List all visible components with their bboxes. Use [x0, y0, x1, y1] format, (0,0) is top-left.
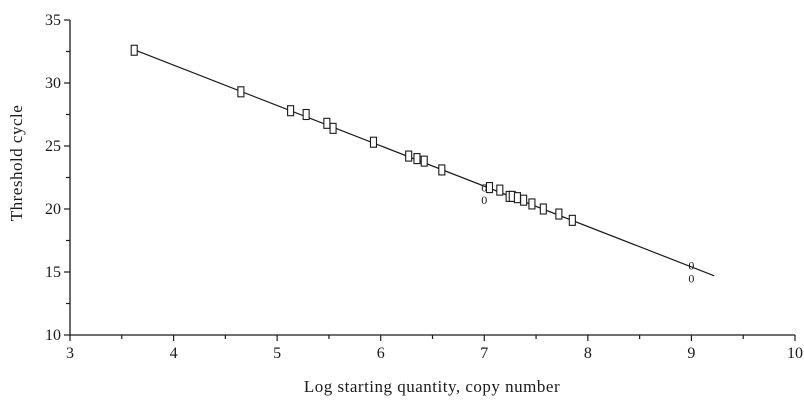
x-tick-label: 3	[66, 345, 74, 362]
standard-point	[568, 214, 576, 226]
standard-point	[329, 122, 337, 134]
standard-point	[513, 192, 521, 204]
standard-point	[555, 208, 563, 220]
x-axis-ticks: 3 4 5 6 7 8 9 10	[66, 335, 803, 362]
standard-point	[438, 164, 446, 176]
y-tick-label: 25	[45, 138, 61, 155]
x-tick-label: 6	[377, 345, 385, 362]
y-tick-label: 10	[45, 327, 61, 344]
y-axis-ticks: 10 15 20 25 30 35	[45, 12, 70, 344]
x-tick-label: 9	[687, 345, 695, 362]
standard-point	[323, 117, 331, 129]
y-axis-title: Threshold cycle	[7, 105, 26, 222]
standard-point	[496, 184, 504, 196]
x-tick-label: 8	[584, 345, 592, 362]
standard-point	[485, 182, 494, 194]
unknown-point: 0	[481, 193, 487, 207]
x-tick-label: 10	[787, 345, 803, 362]
standard-point	[405, 150, 413, 162]
x-tick-label: 5	[273, 345, 281, 362]
standard-point	[420, 155, 428, 167]
x-tick-label: 7	[480, 345, 488, 362]
standard-point	[130, 44, 138, 56]
x-axis-title: Log starting quantity, copy number	[304, 377, 560, 396]
y-tick-label: 15	[45, 264, 61, 281]
x-tick-label: 4	[170, 345, 178, 362]
standard-point	[520, 194, 528, 206]
standard-point	[539, 203, 547, 215]
standard-point	[237, 86, 245, 98]
unknown-point: 0	[481, 181, 487, 195]
y-tick-label: 35	[45, 12, 61, 29]
standard-point	[287, 105, 295, 117]
standard-point	[413, 153, 421, 165]
standard-point	[528, 198, 536, 210]
unknown-point: 0	[688, 271, 694, 285]
standard-point	[369, 136, 378, 148]
y-tick-label: 30	[45, 75, 61, 92]
unknown-point: 0	[688, 259, 694, 273]
y-tick-label: 20	[45, 201, 61, 218]
standard-point	[302, 108, 310, 121]
